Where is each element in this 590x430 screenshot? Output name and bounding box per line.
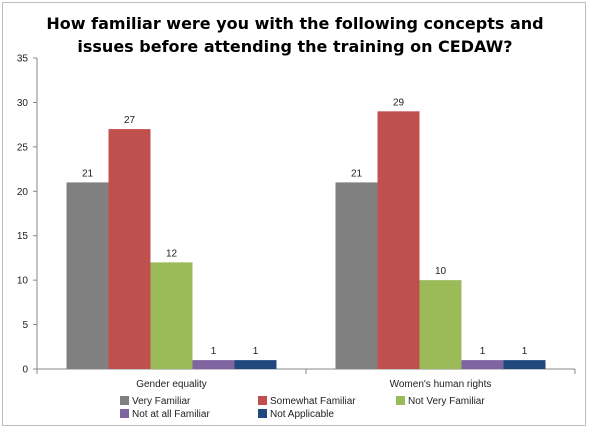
- y-tick-label: 10: [17, 276, 29, 287]
- bar: [192, 360, 235, 369]
- chart-title: How familiar were you with the following…: [46, 14, 544, 56]
- data-label: 1: [211, 346, 217, 357]
- bar: [335, 182, 378, 369]
- bar: [234, 360, 277, 369]
- legend-swatch: [120, 409, 129, 418]
- legend-label: Somewhat Familiar: [270, 396, 356, 407]
- data-label: 29: [393, 97, 405, 108]
- y-tick-label: 15: [17, 231, 29, 242]
- bar: [419, 280, 462, 369]
- legend-swatch: [258, 396, 267, 405]
- legend-label: Not Very Familiar: [408, 396, 485, 407]
- y-tick-label: 30: [17, 98, 29, 109]
- category-label: Gender equality: [136, 379, 207, 390]
- legend-label: Not at all Familiar: [132, 409, 210, 420]
- bar: [150, 262, 193, 369]
- bar: [108, 129, 151, 369]
- legend-label: Not Applicable: [270, 409, 334, 420]
- data-label: 21: [351, 168, 363, 179]
- data-label: 1: [480, 346, 486, 357]
- chart-legend: Very Familiar Somewhat Familiar Not Very F…: [120, 396, 485, 420]
- legend-swatch: [258, 409, 267, 418]
- data-label: 10: [435, 266, 447, 277]
- y-tick-label: 25: [17, 142, 29, 153]
- data-label: 12: [166, 248, 178, 259]
- data-label: 1: [522, 346, 528, 357]
- data-label: 27: [124, 115, 136, 126]
- data-label: 21: [82, 168, 94, 179]
- bar: [503, 360, 546, 369]
- legend-label: Very Familiar: [132, 396, 191, 407]
- legend-swatch: [120, 396, 129, 405]
- bar: [377, 111, 420, 370]
- y-tick-label: 35: [17, 54, 29, 65]
- legend-swatch: [396, 396, 405, 405]
- y-tick-label: 20: [17, 187, 29, 198]
- y-tick-label: 0: [22, 365, 28, 376]
- bar: [66, 182, 109, 369]
- data-label: 1: [253, 346, 259, 357]
- bar: [461, 360, 504, 369]
- chart-bars: [66, 111, 546, 370]
- y-tick-label: 5: [22, 320, 28, 331]
- category-label: Women's human rights: [390, 379, 492, 390]
